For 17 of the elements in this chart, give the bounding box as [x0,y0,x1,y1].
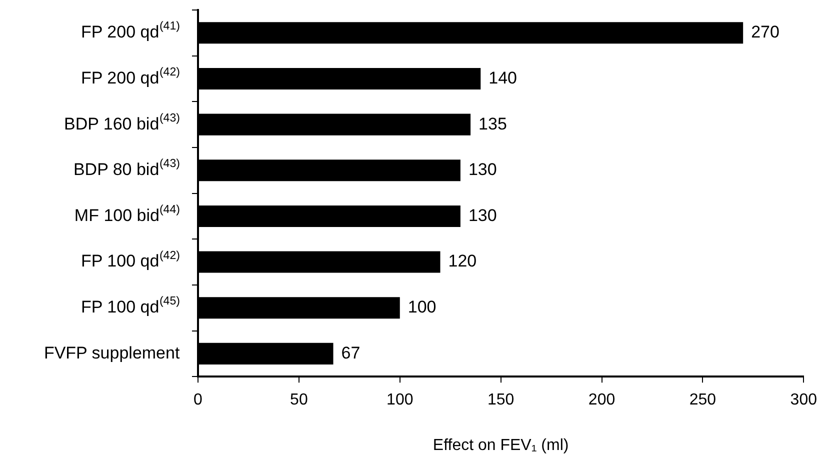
x-tick-label: 0 [194,392,203,409]
data-label: 140 [488,68,518,88]
data-label: 135 [478,114,507,134]
data-label: 130 [468,206,497,225]
y-tick-label: FVFP supplement [44,343,180,362]
data-label: 120 [448,252,477,271]
data-label: 270 [751,22,780,42]
x-tick-label: 150 [487,392,514,409]
x-tick-label: 200 [588,392,616,409]
data-label: 130 [468,160,497,180]
x-tick-label: 250 [689,392,716,409]
x-tick-label: 300 [790,392,818,409]
data-label: 100 [408,298,436,317]
x-axis-title: Effect on FEV₁ (ml) [432,436,569,454]
x-tick-label: 100 [386,392,414,409]
data-label: 67 [341,343,360,362]
x-tick-label: 50 [290,392,308,409]
